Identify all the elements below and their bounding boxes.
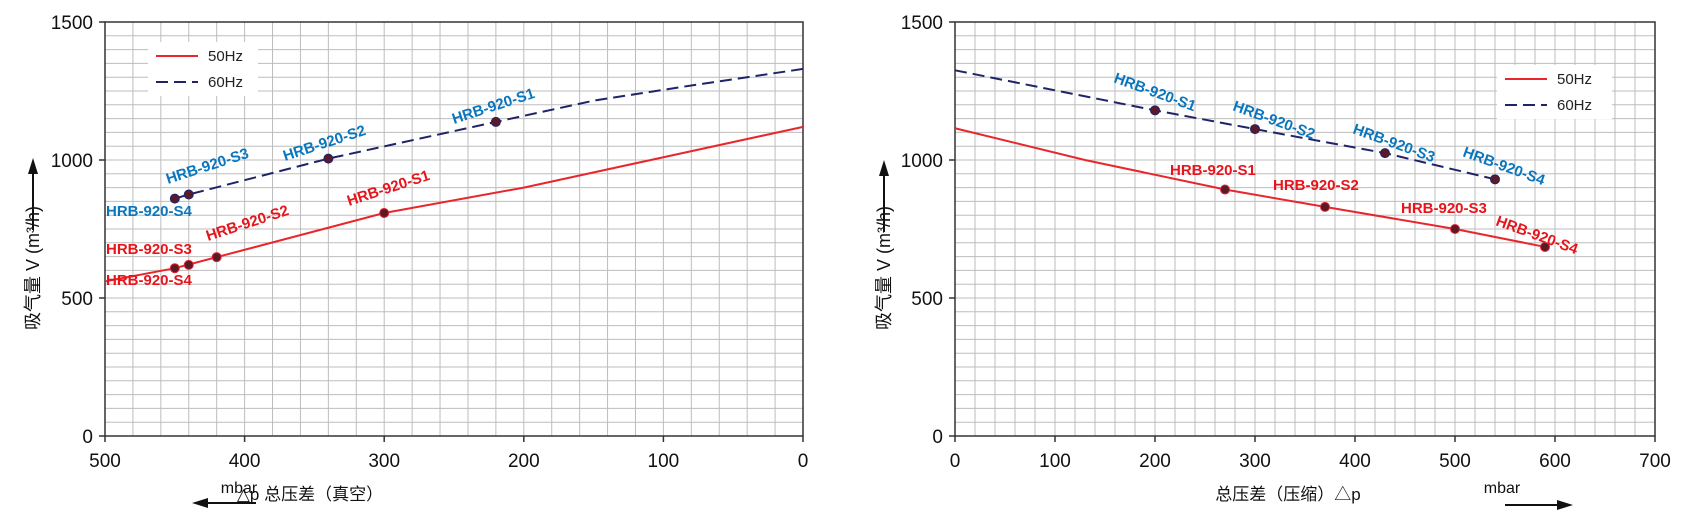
compression-chart: 0 100 200 300 400 500 600 700 0 500 1000 1500 吸气量 V … bbox=[874, 13, 1671, 510]
data-point bbox=[1250, 124, 1260, 135]
series-line-60hz bbox=[954, 69, 1496, 181]
x-tick-label: 500 bbox=[1439, 451, 1471, 472]
legend: 50Hz 60Hz bbox=[1497, 65, 1612, 119]
grid bbox=[954, 21, 1656, 437]
y-axis-arrow-head bbox=[879, 160, 889, 176]
y-tick-label: 1000 bbox=[901, 151, 943, 172]
point-label: HRB-920-S3 bbox=[1401, 200, 1487, 217]
point-label: HRB-920-S4 bbox=[106, 272, 193, 289]
x-tick-label: 500 bbox=[89, 451, 121, 472]
series-line-60hz bbox=[174, 67, 804, 200]
x-tick-label: 200 bbox=[1139, 451, 1171, 472]
data-point bbox=[169, 263, 180, 274]
x-axis-title: 总压差（压缩）△p bbox=[1215, 485, 1360, 504]
legend: 50Hz 60Hz bbox=[148, 42, 258, 96]
data-point bbox=[1380, 148, 1390, 159]
x-tick-label: 400 bbox=[1339, 451, 1371, 472]
x-tick-label: 300 bbox=[1239, 451, 1271, 472]
y-axis-title: 吸气量 V (m³/h) bbox=[23, 206, 43, 330]
y-axis-title: 吸气量 V (m³/h) bbox=[874, 206, 894, 330]
data-point bbox=[1320, 201, 1330, 212]
data-point bbox=[1450, 224, 1460, 234]
legend-box bbox=[1497, 65, 1612, 119]
point-label: HRB-920-S2 bbox=[1273, 177, 1359, 194]
x-tick-label: 300 bbox=[368, 451, 400, 472]
point-label: HRB-920-S4 bbox=[1494, 213, 1581, 259]
y-tick-label: 500 bbox=[61, 289, 93, 310]
x-tick-label: 400 bbox=[229, 451, 261, 472]
point-label: HRB-920-S3 bbox=[1351, 121, 1438, 166]
y-tick-label: 0 bbox=[82, 427, 93, 448]
y-tick-label: 1500 bbox=[51, 13, 93, 34]
y-tick-label: 1000 bbox=[51, 151, 93, 172]
x-tick-label: 200 bbox=[508, 451, 540, 472]
x-tick-label: 700 bbox=[1639, 451, 1671, 472]
x-tick-label: 100 bbox=[648, 451, 680, 472]
data-point bbox=[379, 207, 390, 218]
x-axis-unit: mbar bbox=[221, 480, 258, 497]
x-axis-arrow-head bbox=[1557, 500, 1573, 510]
x-tick-label: 0 bbox=[950, 451, 961, 472]
data-point bbox=[1150, 105, 1160, 116]
x-tick-label: 100 bbox=[1039, 451, 1071, 472]
data-point bbox=[183, 189, 194, 200]
legend-label-60hz: 60Hz bbox=[208, 74, 243, 91]
data-point bbox=[323, 153, 334, 164]
point-label: HRB-920-S3 bbox=[106, 241, 192, 258]
legend-label-60hz: 60Hz bbox=[1557, 97, 1592, 114]
x-axis-arrow-head bbox=[192, 498, 208, 508]
legend-box bbox=[148, 42, 258, 96]
series-line-50hz bbox=[954, 127, 1546, 248]
series-line-50hz bbox=[104, 125, 804, 283]
x-tick-label: 0 bbox=[798, 451, 809, 472]
x-axis-title: △p 总压差（真空） bbox=[237, 485, 383, 504]
y-tick-label: 1500 bbox=[901, 13, 943, 34]
legend-label-50hz: 50Hz bbox=[1557, 71, 1592, 88]
data-point bbox=[211, 252, 222, 263]
plot-frame bbox=[954, 21, 1656, 437]
point-label: HRB-920-S1 bbox=[1170, 162, 1256, 179]
data-point bbox=[1540, 241, 1550, 252]
point-label: HRB-920-S4 bbox=[106, 203, 193, 220]
y-tick-label: 0 bbox=[932, 427, 943, 448]
data-point bbox=[490, 116, 501, 127]
y-axis-arrow-head bbox=[28, 158, 38, 174]
x-axis-unit: mbar bbox=[1484, 480, 1521, 497]
data-point bbox=[1490, 174, 1500, 185]
plot-frame bbox=[104, 21, 804, 437]
data-point bbox=[1220, 184, 1230, 195]
data-point bbox=[169, 193, 180, 204]
legend-label-50hz: 50Hz bbox=[208, 48, 243, 65]
data-point bbox=[183, 259, 194, 270]
x-tick-label: 600 bbox=[1539, 451, 1571, 472]
y-tick-label: 500 bbox=[911, 289, 943, 310]
